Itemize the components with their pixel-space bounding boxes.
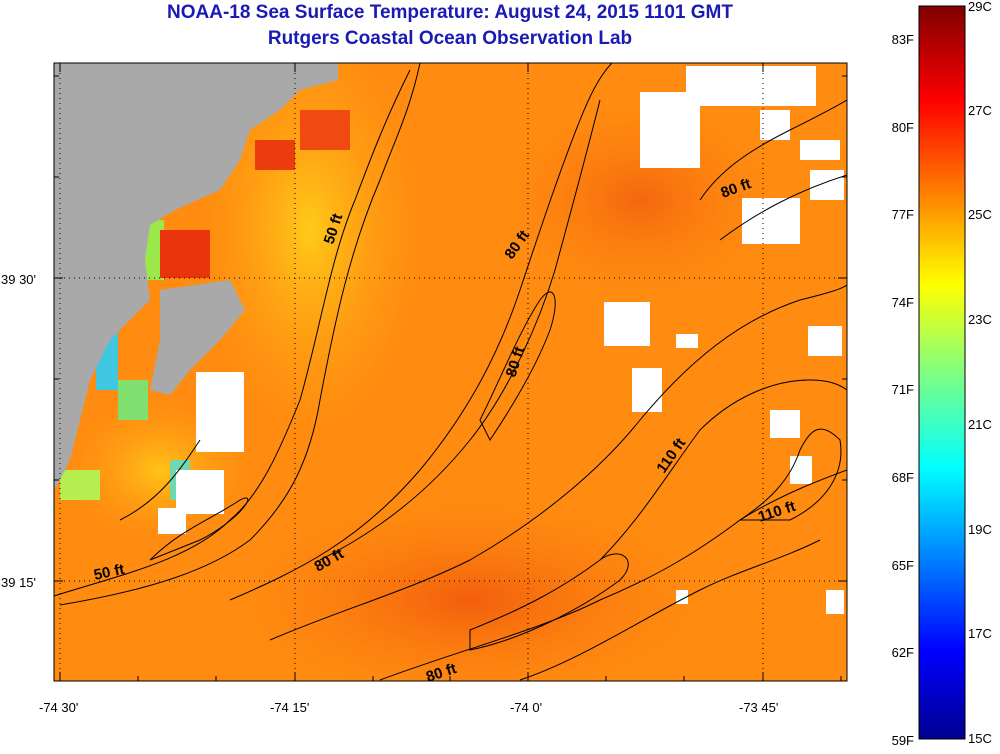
lon-label: -73 45' <box>739 700 778 715</box>
lat-label: 39 30' <box>1 272 36 287</box>
fahrenheit-label: 74F <box>892 295 914 310</box>
warm-water-patch <box>210 490 730 681</box>
celsius-label: 29C <box>968 0 992 14</box>
cloud-masks <box>158 66 844 614</box>
axis-ticks <box>54 63 847 681</box>
warm-water-patch <box>490 90 790 310</box>
celsius-label: 21C <box>968 417 992 432</box>
map-subtitle: Rutgers Coastal Ocean Observation Lab <box>267 28 633 49</box>
lon-label: -74 30' <box>39 700 78 715</box>
celsius-label: 25C <box>968 207 992 222</box>
celsius-label: 17C <box>968 626 992 641</box>
longitude-labels: -74 30' -74 15' -74 0' -73 45' <box>39 700 778 715</box>
nearshore-cool-pixels <box>60 470 100 500</box>
nearshore-cool-pixels <box>118 380 148 420</box>
fahrenheit-label: 68F <box>892 470 914 485</box>
fahrenheit-label: 77F <box>892 207 914 222</box>
latitude-labels: 39 30' 39 15' <box>1 272 36 590</box>
map-title: NOAA-18 Sea Surface Temperature: August … <box>167 2 733 23</box>
warm-bay-pixels <box>255 140 295 170</box>
celsius-label: 23C <box>968 312 992 327</box>
lon-label: -74 15' <box>270 700 309 715</box>
land-mass <box>54 63 338 490</box>
lat-label: 39 15' <box>1 575 36 590</box>
fahrenheit-label: 83F <box>892 32 914 47</box>
temperature-colorbar: 83F 80F 77F 74F 71F 68F 65F 62F 59F 29C … <box>892 0 992 748</box>
celsius-label: 27C <box>968 103 992 118</box>
fahrenheit-label: 59F <box>892 733 914 748</box>
colorbar-gradient <box>918 5 966 740</box>
celsius-label: 19C <box>968 522 992 537</box>
contour-label-50ft: 50 ft <box>92 561 126 584</box>
warm-bay-pixels <box>160 230 210 278</box>
colorbar-fahrenheit-labels: 83F 80F 77F 74F 71F 68F 65F 62F 59F <box>892 32 914 748</box>
lagoon-marsh <box>150 280 245 395</box>
lon-label: -74 0' <box>510 700 542 715</box>
fahrenheit-label: 80F <box>892 120 914 135</box>
fahrenheit-label: 62F <box>892 645 914 660</box>
colorbar-celsius-labels: 29C 27C 25C 23C 21C 19C 17C 15C <box>968 0 992 746</box>
fahrenheit-label: 71F <box>892 382 914 397</box>
bathymetry-contours <box>54 63 847 681</box>
warm-bay-pixels <box>300 110 350 150</box>
map-panel: 50 ft 50 ft 80 ft 80 ft 80 ft 80 ft 80 f… <box>54 63 847 681</box>
graticule <box>54 63 847 681</box>
fahrenheit-label: 65F <box>892 558 914 573</box>
celsius-label: 15C <box>968 731 992 746</box>
